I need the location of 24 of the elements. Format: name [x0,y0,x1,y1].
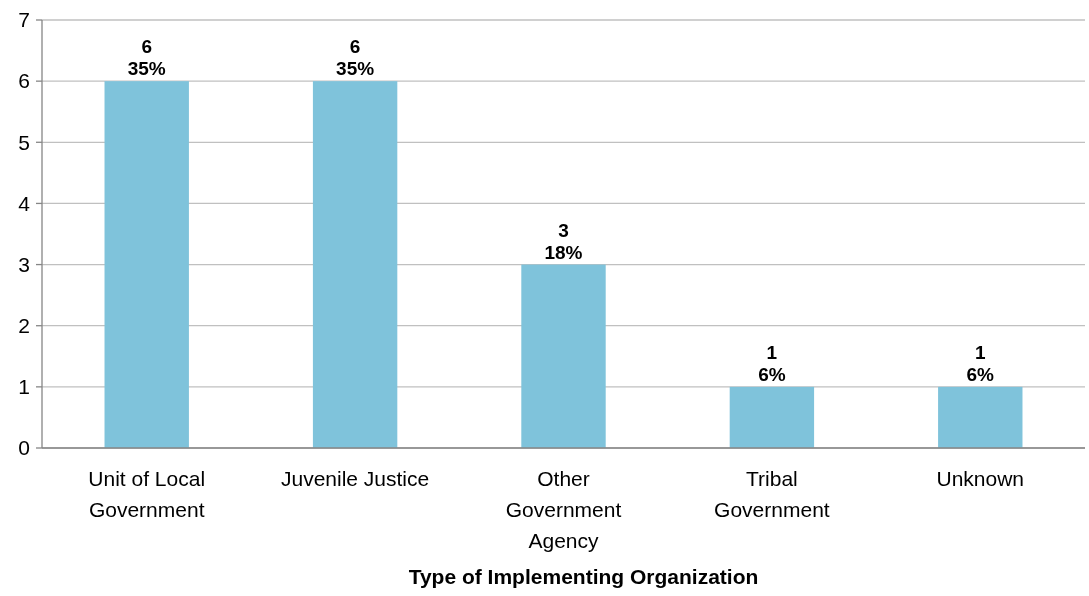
data-label: 6 35% [127,36,166,80]
data-label: 6 35% [336,36,375,80]
y-tick-label: 5 [18,130,30,154]
x-tick-label: Other Government Agency [505,467,622,552]
x-tick-label: Tribal Government [714,467,830,521]
bar [729,386,815,448]
data-label: 1 6% [966,341,995,385]
bar [312,81,398,448]
y-tick-label: 0 [18,436,30,460]
y-tick-label: 4 [18,191,31,215]
y-tick-label: 7 [18,8,30,32]
bar [104,81,189,448]
y-tick-label: 2 [18,314,30,338]
x-axis-title: Type of Implementing Organization [408,565,759,588]
y-tick-label: 3 [18,252,30,276]
data-label: 1 6% [758,341,786,385]
bar [521,264,606,448]
x-tick-label: Unit of Local Government [88,467,206,521]
y-tick-label: 1 [18,375,30,399]
y-tick-label: 6 [18,69,30,93]
x-tick-label: Juvenile Justice [280,467,430,490]
bar [938,386,1023,448]
data-label: 3 18% [544,219,583,263]
x-tick-label: Unknown [936,467,1025,490]
